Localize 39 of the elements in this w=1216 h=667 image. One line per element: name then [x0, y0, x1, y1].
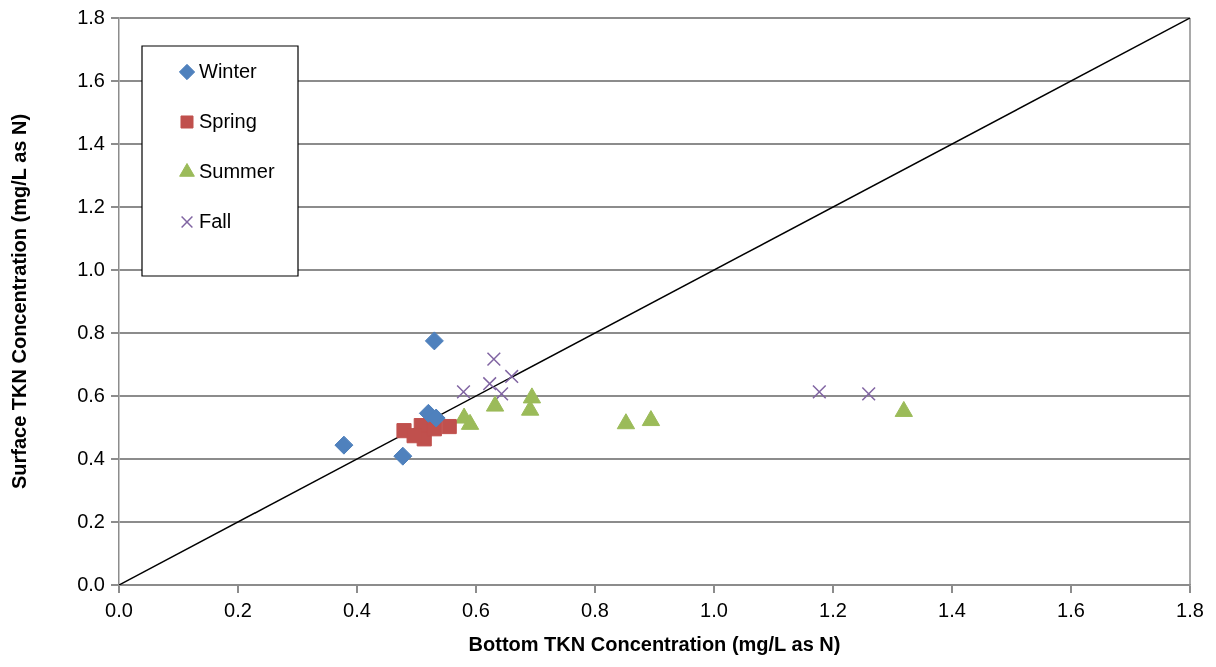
x-tick-label: 0.8 — [581, 598, 609, 621]
legend-label: Summer — [199, 159, 275, 182]
point — [393, 446, 413, 466]
x-tick-label: 0.0 — [105, 598, 133, 621]
y-tick-label: 1.6 — [77, 68, 105, 91]
y-tick-label: 0.2 — [77, 509, 105, 532]
point — [426, 408, 446, 428]
x-tick-label: 0.4 — [343, 598, 371, 621]
x-axis-title: Bottom TKN Concentration (mg/L as N) — [468, 632, 841, 655]
point — [494, 386, 509, 401]
y-tick-label: 0.0 — [77, 572, 105, 595]
point — [486, 352, 501, 367]
legend-label: Winter — [199, 59, 258, 82]
y-tick-label: 0.8 — [77, 320, 105, 343]
y-axis-title: Surface TKN Concentration (mg/L as N) — [7, 113, 30, 490]
point — [861, 386, 876, 401]
x-tick-label: 0.6 — [462, 598, 490, 621]
point — [641, 410, 661, 427]
point — [504, 369, 519, 384]
x-tick-label: 1.2 — [819, 598, 847, 621]
y-tick-label: 1.0 — [77, 257, 105, 280]
legend-label: Fall — [199, 209, 232, 232]
x-tick-label: 1.4 — [938, 598, 966, 621]
x-tick-label: 1.0 — [700, 598, 728, 621]
legend-label: Spring — [199, 109, 257, 132]
y-tick-label: 0.4 — [77, 446, 105, 469]
point — [441, 418, 457, 435]
point — [482, 376, 497, 391]
point — [334, 435, 354, 455]
x-tick-label: 1.8 — [1176, 598, 1204, 621]
y-tick-label: 1.8 — [77, 5, 105, 28]
x-tick-label: 0.2 — [224, 598, 252, 621]
y-tick-label: 0.6 — [77, 383, 105, 406]
point — [456, 384, 471, 400]
point — [424, 331, 444, 351]
x-tick-label: 1.6 — [1057, 598, 1085, 621]
y-tick-label: 1.2 — [77, 194, 105, 217]
point — [812, 384, 827, 400]
y-tick-label: 1.4 — [77, 131, 105, 154]
